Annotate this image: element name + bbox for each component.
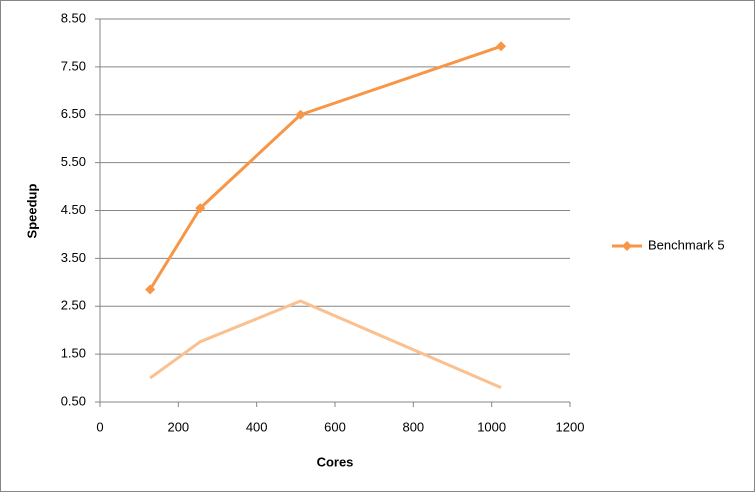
series-line [148,44,502,291]
x-tick-label: 400 [246,419,268,434]
legend-label: Benchmark 5 [648,237,725,252]
point-marker [145,284,156,295]
y-axis-label: Speedup [24,183,39,238]
y-tick-label: 6.50 [61,106,86,121]
y-tick-label: 5.50 [61,154,86,169]
x-tick-label: 800 [402,419,424,434]
y-tick-label: 7.50 [61,58,86,73]
x-tick-label: 600 [324,419,346,434]
point-marker [195,203,206,214]
x-tick-label: 1200 [556,419,585,434]
series-line [149,299,502,390]
y-tick-label: 3.50 [61,250,86,265]
y-tick-label: 1.50 [61,346,86,361]
legend-marker [622,241,632,251]
x-tick-label: 0 [96,419,103,434]
y-tick-label: 2.50 [61,298,86,313]
y-tick-label: 0.50 [61,393,86,408]
point-marker [496,41,507,52]
x-tick-label: 200 [167,419,189,434]
x-axis-label: Cores [317,454,354,469]
y-tick-label: 8.50 [61,10,86,25]
y-tick-label: 4.50 [61,202,86,217]
point-marker [295,109,306,120]
x-tick-label: 1000 [477,419,506,434]
